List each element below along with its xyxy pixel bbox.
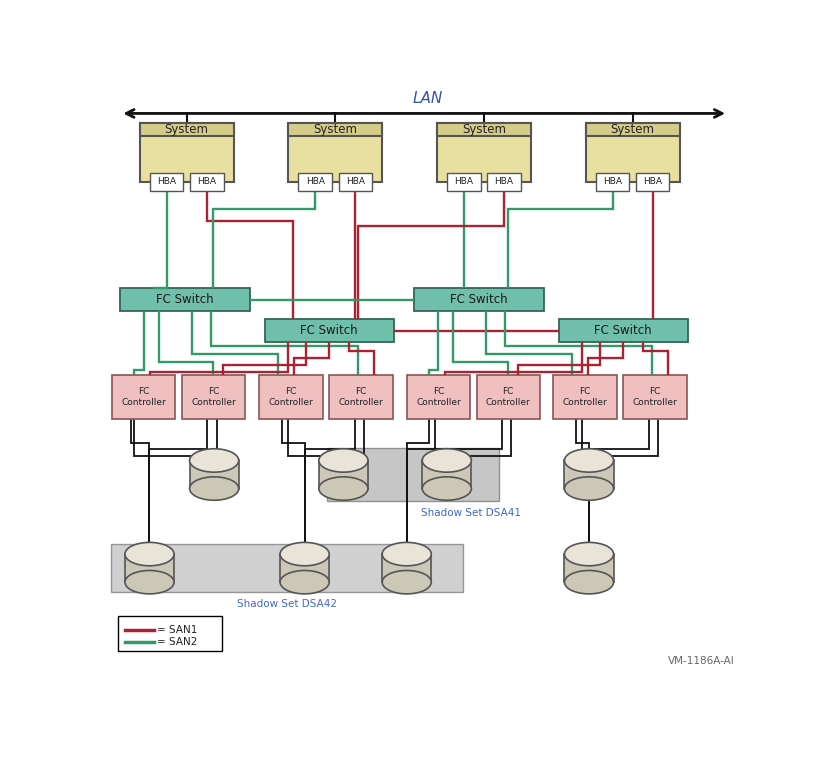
Text: = SAN1: = SAN1 [158, 625, 198, 635]
Text: System: System [164, 123, 208, 136]
Bar [120, 288, 249, 311]
Text: FC
Controller: FC Controller [191, 387, 236, 407]
Bar [182, 375, 245, 419]
Ellipse shape [565, 543, 614, 565]
Bar [327, 448, 499, 501]
Text: FC Switch: FC Switch [156, 293, 214, 306]
Bar [140, 123, 234, 182]
Text: System: System [314, 123, 357, 136]
Text: FC
Controller: FC Controller [486, 387, 530, 407]
Bar [280, 554, 329, 582]
Bar [554, 375, 617, 419]
Bar [189, 461, 239, 489]
Text: HBA: HBA [346, 177, 364, 186]
Text: HBA: HBA [643, 177, 662, 186]
Ellipse shape [382, 571, 431, 594]
Bar [565, 461, 614, 489]
Ellipse shape [319, 448, 368, 472]
Text: FC
Controller: FC Controller [563, 387, 607, 407]
Bar [595, 173, 630, 192]
Bar [585, 123, 680, 182]
Bar [565, 554, 614, 582]
Ellipse shape [565, 477, 614, 500]
Bar [259, 375, 323, 419]
Bar [299, 173, 332, 192]
Bar [112, 375, 175, 419]
Text: HBA: HBA [306, 177, 324, 186]
Text: HBA: HBA [157, 177, 176, 186]
Bar [407, 375, 470, 419]
Ellipse shape [565, 448, 614, 472]
Bar [437, 123, 530, 182]
Text: LAN: LAN [412, 91, 443, 106]
Bar [111, 543, 463, 591]
Bar [487, 173, 520, 192]
Bar [437, 123, 530, 136]
Bar [623, 375, 686, 419]
Ellipse shape [189, 477, 239, 500]
Ellipse shape [422, 448, 471, 472]
Text: HBA: HBA [495, 177, 514, 186]
Ellipse shape [319, 477, 368, 500]
Bar [289, 123, 382, 136]
Ellipse shape [280, 571, 329, 594]
Text: FC
Controller: FC Controller [339, 387, 384, 407]
Bar [125, 554, 174, 582]
Text: HBA: HBA [197, 177, 216, 186]
Ellipse shape [280, 543, 329, 565]
Bar [329, 375, 393, 419]
Text: HBA: HBA [603, 177, 622, 186]
Text: VM-1186A-AI: VM-1186A-AI [668, 656, 735, 666]
Text: Shadow Set DSA42: Shadow Set DSA42 [237, 599, 337, 609]
Bar [319, 461, 368, 489]
Text: System: System [610, 123, 655, 136]
Text: FC Switch: FC Switch [450, 293, 508, 306]
Text: System: System [462, 123, 506, 136]
Bar [140, 123, 234, 136]
Bar [289, 123, 382, 182]
Text: Shadow Set DSA41: Shadow Set DSA41 [421, 508, 521, 518]
Bar [414, 288, 544, 311]
Text: FC
Controller: FC Controller [121, 387, 166, 407]
Text: FC Switch: FC Switch [300, 324, 358, 337]
Bar [264, 319, 394, 342]
Text: FC
Controller: FC Controller [269, 387, 314, 407]
Bar [476, 375, 540, 419]
Ellipse shape [125, 543, 174, 565]
Text: FC
Controller: FC Controller [632, 387, 677, 407]
Bar [422, 461, 471, 489]
Bar [585, 123, 680, 136]
Bar [559, 319, 688, 342]
Ellipse shape [125, 571, 174, 594]
Bar [190, 173, 224, 192]
Bar [447, 173, 480, 192]
Text: = SAN2: = SAN2 [158, 638, 198, 648]
Text: HBA: HBA [455, 177, 474, 186]
Ellipse shape [382, 543, 431, 565]
Bar [118, 616, 222, 651]
Bar [382, 554, 431, 582]
Ellipse shape [565, 571, 614, 594]
Ellipse shape [189, 448, 239, 472]
Text: FC
Controller: FC Controller [416, 387, 461, 407]
Bar [150, 173, 183, 192]
Text: FC Switch: FC Switch [595, 324, 652, 337]
Bar [636, 173, 670, 192]
Ellipse shape [422, 477, 471, 500]
Bar [339, 173, 372, 192]
